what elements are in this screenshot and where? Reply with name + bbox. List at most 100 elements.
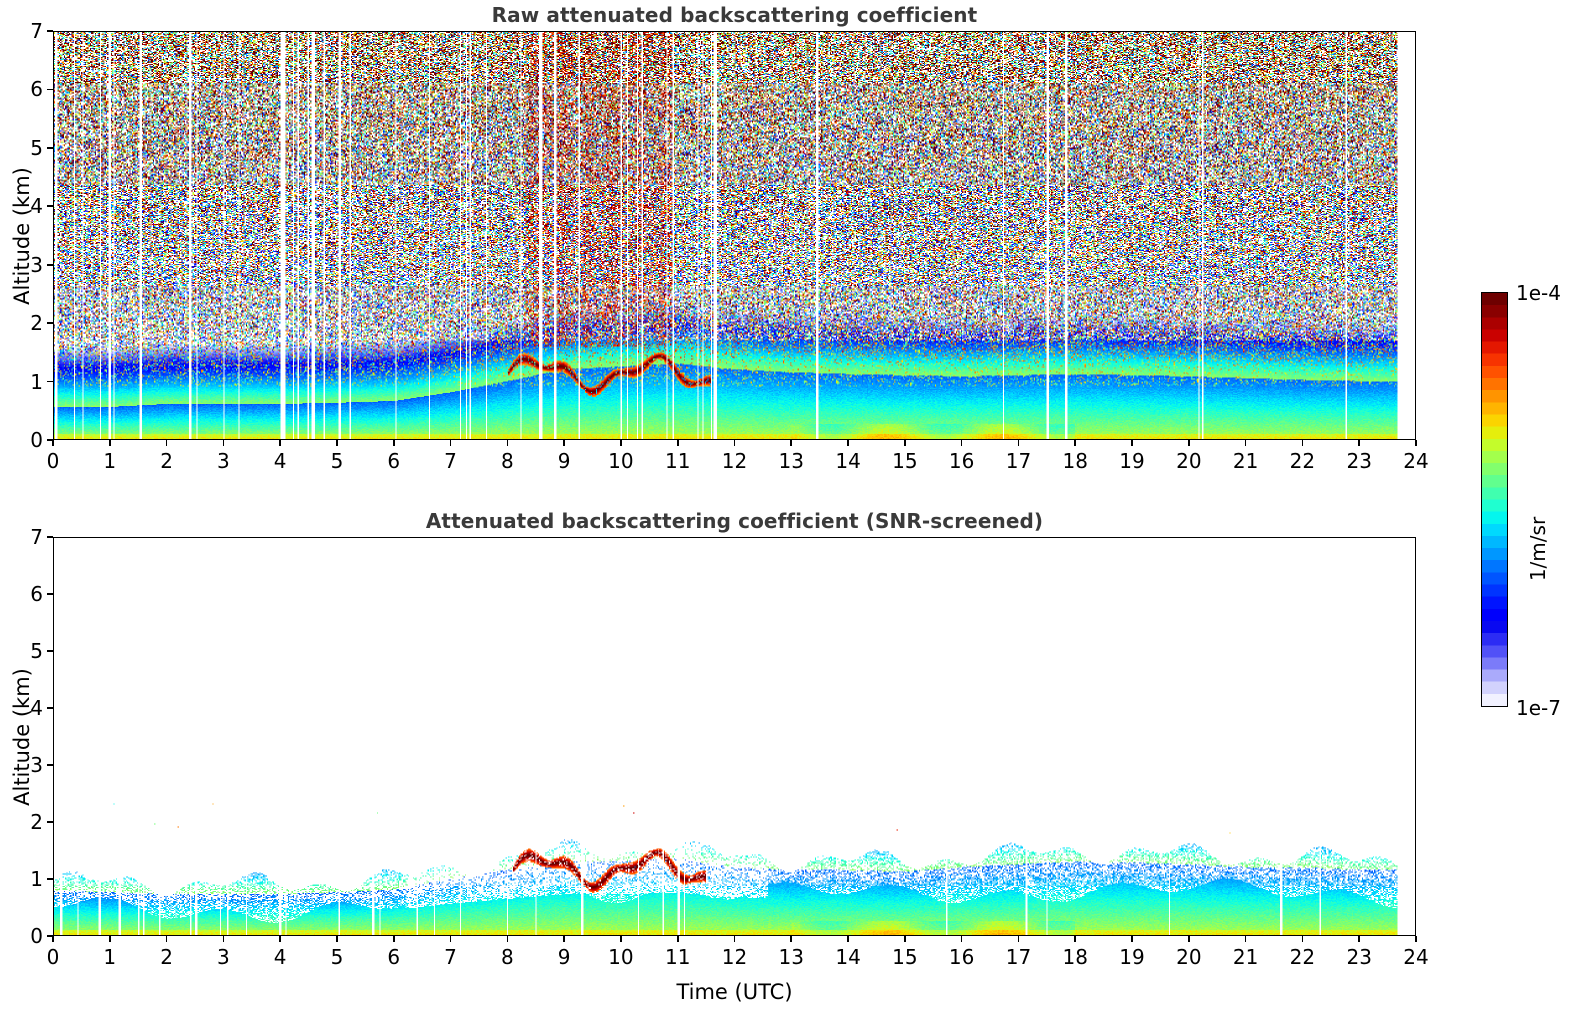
y-tick-label: 0: [30, 428, 43, 452]
x-tick-label: 5: [330, 449, 344, 473]
x-tick-label: 8: [500, 945, 514, 969]
x-tick-label: 10: [608, 945, 634, 969]
x-tick-label: 0: [46, 945, 60, 969]
x-tickmark: [620, 440, 622, 446]
y-tickmark: [47, 821, 53, 823]
x-tick-label: 18: [1062, 449, 1088, 473]
y-axis-title-screened: Altitude (km): [10, 667, 34, 806]
x-tickmark: [506, 440, 509, 446]
y-tickmark: [47, 536, 53, 538]
x-tickmark: [1301, 440, 1304, 446]
x-tick-label: 22: [1289, 449, 1316, 473]
x-tickmark: [279, 936, 281, 942]
x-tick-label: 19: [1119, 945, 1145, 969]
y-tick-label: 2: [30, 311, 43, 336]
x-tick-label: 9: [557, 945, 571, 969]
panel-title-screened: Attenuated backscattering coefficient (S…: [425, 509, 1044, 533]
x-tickmark: [1188, 936, 1190, 942]
x-tickmark: [279, 440, 281, 446]
y-tickmark: [47, 935, 53, 937]
x-tick-label: 4: [273, 945, 287, 969]
y-tick-label: 6: [30, 77, 43, 102]
x-tickmark: [108, 440, 111, 446]
x-tick-label: 3: [217, 449, 230, 473]
x-tick-label: 1: [103, 449, 117, 473]
x-tick-label: 20: [1176, 449, 1202, 473]
x-tick-label: 2: [160, 945, 173, 969]
x-tickmark: [904, 936, 906, 942]
x-tickmark: [108, 936, 111, 942]
x-tick-label: 4: [273, 449, 287, 473]
plot-area-raw[interactable]: [53, 31, 1416, 440]
y-tick-label: 1: [30, 369, 43, 394]
colorbar: [1481, 292, 1508, 707]
y-tickmark: [47, 380, 53, 383]
x-tickmark: [847, 440, 849, 446]
x-tick-label: 16: [948, 449, 975, 473]
y-tickmark: [47, 147, 53, 149]
y-tickmark: [47, 439, 53, 441]
x-tickmark: [449, 936, 452, 942]
y-tick-label: 7: [30, 525, 43, 549]
y-tick-label: 3: [30, 252, 43, 277]
x-tick-label: 12: [721, 449, 748, 473]
x-tickmark: [1301, 936, 1304, 942]
x-tick-label: 7: [444, 449, 457, 473]
y-tickmark: [47, 30, 53, 32]
x-tickmark: [676, 936, 679, 942]
y-axis-title-raw: Altitude (km): [10, 166, 34, 305]
colorbar-gradient: [1482, 293, 1507, 706]
x-axis-title-time: Time (UTC): [676, 980, 793, 1004]
y-tick-label: 3: [30, 753, 43, 777]
x-tick-label: 23: [1346, 449, 1372, 473]
x-tick-label: 22: [1289, 945, 1316, 969]
x-tickmark: [1244, 936, 1247, 942]
y-tickmark: [47, 322, 53, 324]
x-tickmark: [904, 440, 906, 446]
x-tick-label: 6: [387, 945, 401, 969]
y-tickmark: [47, 593, 53, 595]
x-tickmark: [1415, 936, 1417, 942]
x-tick-label: 13: [778, 945, 805, 969]
x-tick-label: 23: [1346, 945, 1372, 969]
x-tickmark: [1358, 440, 1360, 446]
x-tick-label: 1: [103, 945, 117, 969]
plot-area-screened[interactable]: [53, 537, 1416, 936]
panel-title-raw: Raw attenuated backscattering coefficien…: [491, 3, 978, 27]
x-tickmark: [392, 936, 395, 942]
x-tick-label: 17: [1005, 945, 1032, 969]
y-tick-label: 4: [30, 194, 43, 219]
x-tickmark: [1131, 440, 1133, 446]
x-tick-label: 14: [835, 449, 861, 473]
x-tickmark: [506, 936, 509, 942]
x-tick-label: 18: [1062, 945, 1088, 969]
x-tickmark: [222, 936, 225, 942]
y-tick-label: 2: [30, 810, 43, 834]
x-tickmark: [1017, 440, 1020, 446]
x-tickmark: [620, 936, 622, 942]
x-tick-label: 0: [46, 449, 60, 473]
x-tick-label: 7: [444, 945, 457, 969]
y-tickmark: [47, 205, 53, 208]
x-tick-label: 11: [664, 449, 691, 473]
x-tickmark: [52, 440, 54, 446]
x-tick-label: 15: [892, 945, 918, 969]
y-tickmark: [47, 650, 53, 652]
y-tick-label: 1: [30, 867, 43, 891]
y-tick-label: 5: [30, 135, 43, 160]
x-tick-label: 5: [330, 945, 344, 969]
heatmap-canvas-screened: [54, 538, 1415, 935]
x-tickmark: [563, 936, 565, 942]
y-tickmark: [47, 878, 53, 880]
x-tick-label: 24: [1403, 449, 1429, 473]
x-tick-label: 6: [387, 449, 401, 473]
y-tickmark: [47, 707, 53, 709]
x-tickmark: [449, 440, 452, 446]
y-tick-label: 4: [30, 696, 43, 720]
x-tickmark: [1074, 440, 1077, 446]
y-tick-label: 5: [30, 639, 43, 663]
x-tick-label: 13: [778, 449, 805, 473]
x-tick-label: 9: [557, 449, 571, 473]
colorbar-axis-title: 1/m/sr: [1526, 517, 1550, 582]
